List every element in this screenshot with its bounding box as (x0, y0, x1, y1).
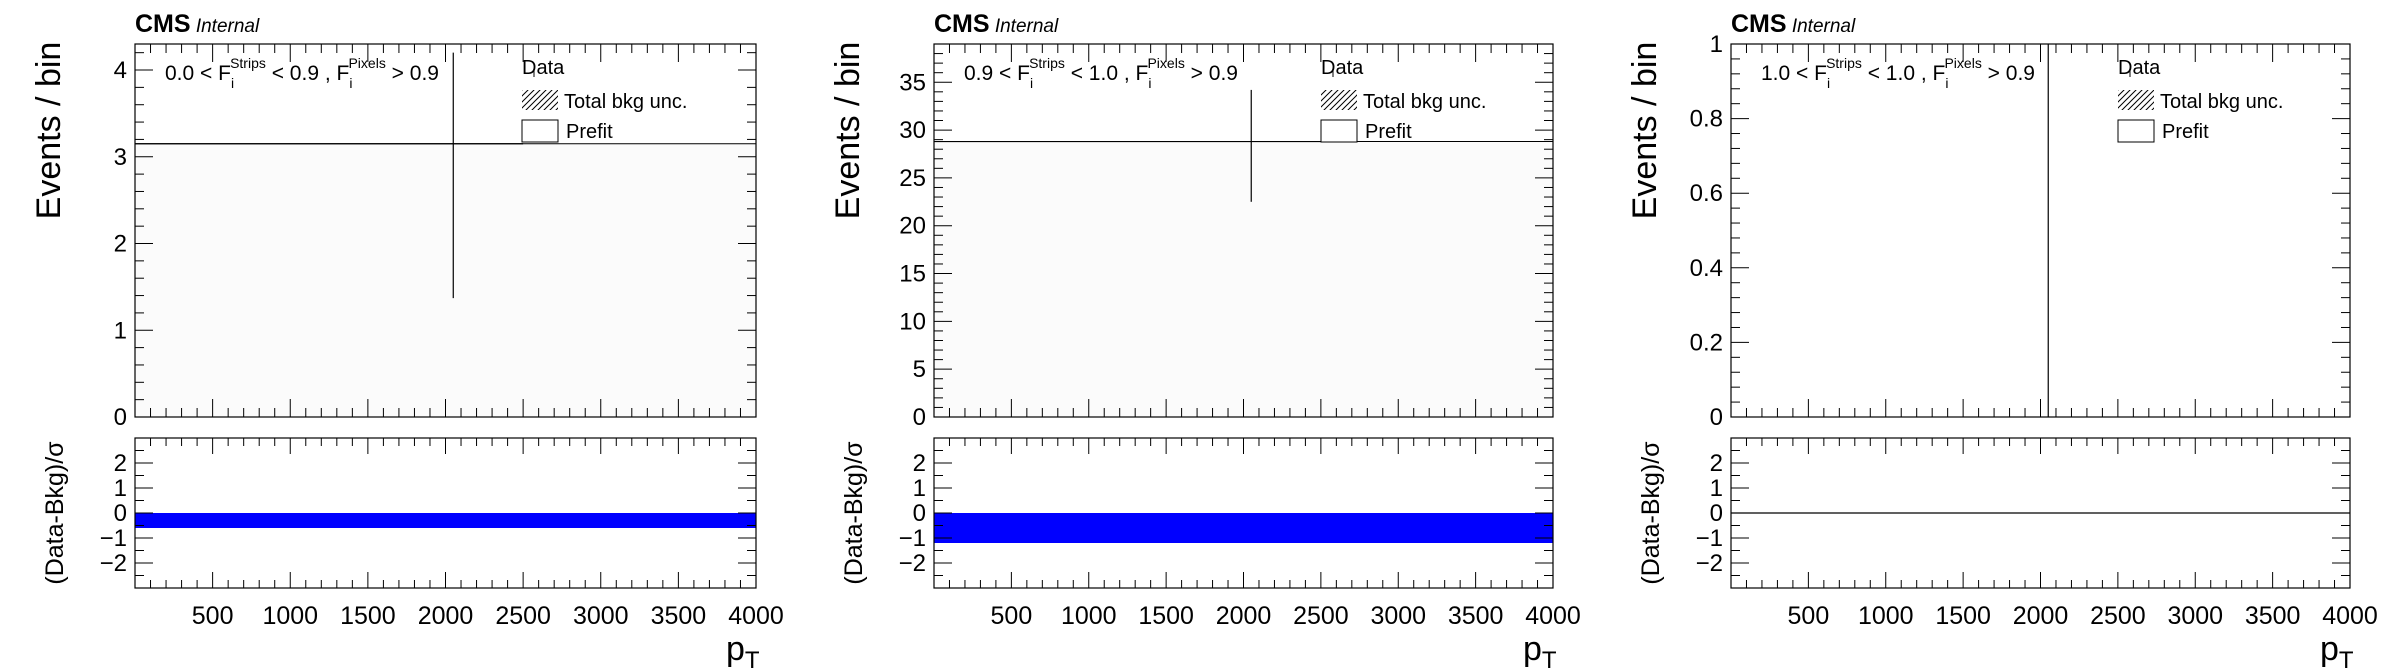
legend-bkg-unc-label: Total bkg unc. (1363, 91, 1486, 113)
legend: Data Total bkg unc. Prefit (1320, 57, 1486, 143)
ratio-y-tick-label: 0 (114, 500, 127, 527)
legend-bkg-unc-label: Total bkg unc. (564, 91, 687, 113)
y-tick-label: 15 (899, 261, 926, 288)
ratio-y-tick-label: −1 (899, 525, 926, 552)
ratio-y-axis-title: (Data-Bkg)/σ (1637, 441, 1665, 585)
prefit-histogram (934, 141, 1553, 418)
ratio-y-tick-label: −1 (1696, 525, 1723, 552)
y-tick-label: 30 (899, 117, 926, 144)
ratio-y-tick-label: 2 (1710, 450, 1723, 477)
y-tick-label: 3 (114, 144, 127, 171)
x-tick-label: 3500 (1448, 602, 1504, 630)
ratio-y-tick-label: 1 (1710, 475, 1723, 502)
legend-prefit-label: Prefit (1365, 121, 1412, 143)
x-tick-label: 3000 (1370, 602, 1426, 630)
y-tick-label: 2 (114, 231, 127, 258)
ratio-band (135, 513, 756, 528)
y-tick-label: 5 (913, 356, 926, 383)
panel-3: 0 0.2 0.4 0.6 0.8 1 Events / bin CMS Internal 1.… (1626, 10, 2378, 672)
x-tick-label: 2000 (2013, 602, 2069, 630)
x-tick-label: 2000 (1216, 602, 1272, 630)
x-tick-label: 1000 (262, 602, 318, 630)
ratio-y-tick-label: 2 (114, 450, 127, 477)
ratio-y-tick-label: 1 (114, 475, 127, 502)
x-tick-label: 4000 (1525, 602, 1581, 630)
legend: Data Total bkg unc. Prefit (521, 57, 687, 143)
x-tick-label: 4000 (2322, 602, 2378, 630)
y-tick-label: 1 (114, 317, 127, 344)
region-label: 0.0 < FiStrips < 0.9 , FiPixels > 0.9 (165, 55, 439, 91)
legend-data-label: Data (1321, 57, 1364, 79)
legend-prefit-label: Prefit (566, 121, 613, 143)
x-tick-label: 2000 (418, 602, 474, 630)
x-tick-label: 500 (192, 602, 234, 630)
y-tick-label: 0 (1710, 404, 1723, 431)
y-tick-label: 0.8 (1690, 106, 1723, 133)
legend-prefit-swatch (2117, 119, 2155, 143)
ratio-y-tick-label: −2 (100, 550, 127, 577)
x-tick-label: 3000 (573, 602, 629, 630)
y-tick-label: 4 (114, 57, 127, 84)
legend-data-label: Data (2118, 57, 2161, 79)
y-axis-title: Events / bin (1626, 42, 1664, 220)
region-label: 0.9 < FiStrips < 1.0 , FiPixels > 0.9 (964, 55, 1238, 91)
ratio-y-tick-label: −2 (1696, 550, 1723, 577)
x-axis-title: pT (726, 630, 760, 672)
y-tick-label: 0.6 (1690, 180, 1723, 207)
ratio-y-tick-label: 0 (1710, 500, 1723, 527)
y-tick-label: 0 (114, 404, 127, 431)
x-tick-label: 3000 (2167, 602, 2223, 630)
region-label: 1.0 < FiStrips < 1.0 , FiPixels > 0.9 (1761, 55, 2035, 91)
x-tick-label: 2500 (2090, 602, 2146, 630)
legend-hatch-swatch (2118, 90, 2154, 110)
x-tick-label: 3500 (2245, 602, 2301, 630)
ratio-y-tick-label: −2 (899, 550, 926, 577)
ratio-band (934, 513, 1553, 543)
prefit-histogram (135, 143, 756, 418)
y-tick-label: 20 (899, 213, 926, 240)
ratio-y-tick-label: 1 (913, 475, 926, 502)
x-tick-label: 1000 (1061, 602, 1117, 630)
legend-prefit-swatch (1320, 119, 1358, 143)
x-tick-label: 1500 (1138, 602, 1194, 630)
legend-data-label: Data (522, 57, 565, 79)
x-tick-label: 3500 (651, 602, 707, 630)
cms-label: CMS Internal (135, 10, 260, 38)
x-tick-label: 2500 (495, 602, 551, 630)
x-tick-label: 1500 (340, 602, 396, 630)
legend: Data Total bkg unc. Prefit (2117, 57, 2283, 143)
y-tick-label: 25 (899, 165, 926, 192)
y-tick-label: 10 (899, 308, 926, 335)
y-tick-label: 0.4 (1690, 255, 1723, 282)
ratio-y-tick-label: 0 (913, 500, 926, 527)
x-tick-label: 1500 (1935, 602, 1991, 630)
x-tick-label: 2500 (1293, 602, 1349, 630)
legend-prefit-label: Prefit (2162, 121, 2209, 143)
x-tick-label: 500 (1788, 602, 1830, 630)
x-axis-title: pT (2320, 630, 2354, 672)
x-tick-label: 4000 (728, 602, 784, 630)
cms-label: CMS Internal (934, 10, 1059, 38)
y-axis-title: Events / bin (30, 42, 68, 220)
x-tick-label: 1000 (1858, 602, 1914, 630)
x-tick-label: 500 (991, 602, 1033, 630)
y-tick-label: 35 (899, 69, 926, 96)
ratio-y-axis-title: (Data-Bkg)/σ (840, 441, 868, 585)
ratio-y-tick-label: −1 (100, 525, 127, 552)
x-axis-title: pT (1523, 630, 1557, 672)
legend-hatch-swatch (1321, 90, 1357, 110)
legend-hatch-swatch (522, 90, 558, 110)
ratio-y-axis-title: (Data-Bkg)/σ (41, 441, 69, 585)
y-tick-label: 0 (913, 404, 926, 431)
cms-label: CMS Internal (1731, 10, 1856, 38)
y-tick-label: 1 (1710, 31, 1723, 58)
legend-prefit-swatch (521, 119, 559, 143)
y-axis-title: Events / bin (829, 42, 867, 220)
ratio-y-tick-label: 2 (913, 450, 926, 477)
y-tick-label: 0.2 (1690, 329, 1723, 356)
legend-bkg-unc-label: Total bkg unc. (2160, 91, 2283, 113)
